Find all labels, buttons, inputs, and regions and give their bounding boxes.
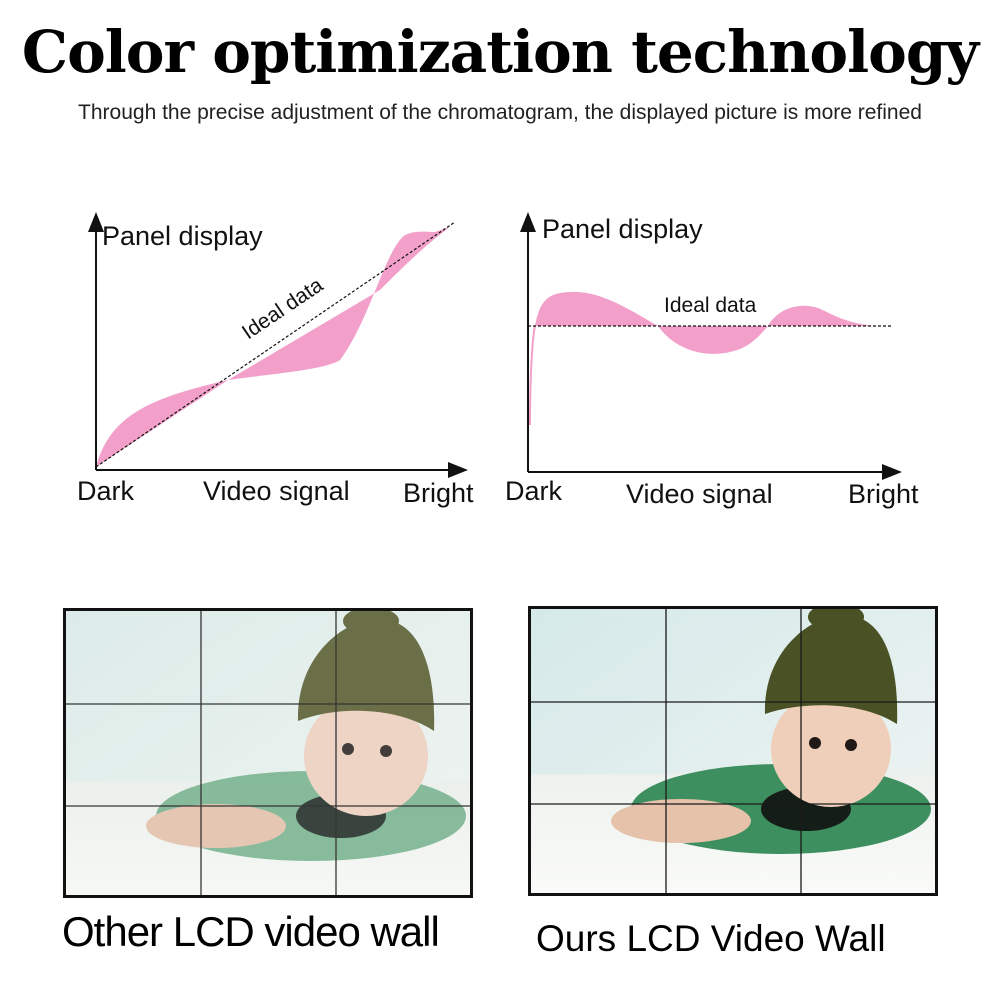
baby-hat-pompom (343, 611, 399, 635)
y-axis-label: Panel display (542, 214, 703, 244)
baby-face (304, 696, 428, 816)
baby-eye-left (809, 737, 821, 749)
ideal-data-label: Ideal data (664, 294, 757, 317)
x-end-label: Bright (403, 478, 474, 508)
baby-hat (764, 614, 898, 724)
baby-eye-left (342, 743, 354, 755)
x-axis-label: Video signal (203, 476, 350, 506)
baby-hat (297, 618, 435, 731)
right-deviation-diagram: Panel display Ideal data Dark Video sign… (500, 200, 930, 530)
ideal-data-line (95, 221, 456, 468)
deviation-area-dip (658, 326, 768, 354)
other-video-wall-image (63, 608, 473, 898)
other-video-wall-caption: Other LCD video wall (62, 908, 440, 955)
response-curve-start (529, 325, 536, 426)
x-end-label: Bright (848, 479, 919, 509)
page-title: Color optimization technology (21, 18, 979, 86)
baby-arm (146, 804, 286, 848)
ours-video-wall-image (528, 606, 938, 896)
deviation-area-peak-1 (535, 291, 658, 326)
y-axis-label: Panel display (102, 221, 263, 251)
baby-arm (611, 799, 751, 843)
deviation-area-peak-2 (768, 305, 875, 326)
blur-overlay (66, 611, 470, 895)
baby-eye-right (845, 739, 857, 751)
deviation-area (96, 227, 450, 467)
x-axis-label: Video signal (626, 479, 773, 509)
left-gamma-diagram: Panel display Ideal data Dark Video sign… (70, 200, 490, 530)
x-start-label: Dark (77, 476, 135, 506)
baby-hat-pompom (808, 609, 864, 631)
page-subtitle: Through the precise adjustment of the ch… (78, 101, 922, 124)
ours-video-wall-caption: Ours LCD Video Wall (536, 918, 886, 959)
baby-eye-right (380, 745, 392, 757)
x-start-label: Dark (505, 476, 563, 506)
